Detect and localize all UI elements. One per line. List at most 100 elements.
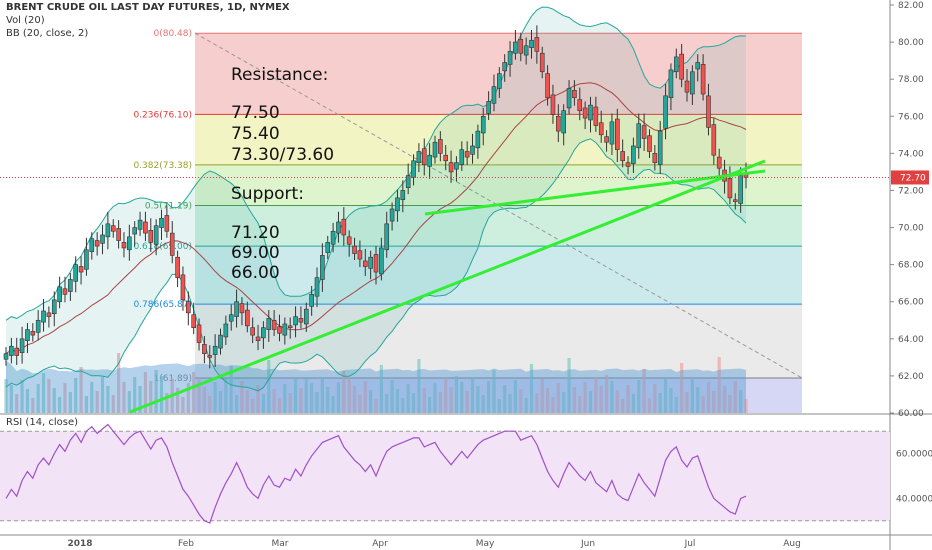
candle-body [116, 228, 121, 241]
volume-bar [739, 390, 743, 413]
candle-body [497, 73, 502, 89]
volume-bar [712, 391, 716, 413]
volume-bar [385, 394, 389, 413]
volume-indicator-label[interactable]: Vol (20) [6, 15, 45, 26]
volume-bar [224, 377, 228, 413]
volume-bar [706, 382, 711, 413]
volume-bar [460, 382, 464, 413]
volume-bar [111, 395, 115, 413]
time-tick-label: Jun [580, 539, 595, 549]
candle-body [700, 64, 706, 95]
candle-body [84, 249, 89, 270]
volume-bar [588, 391, 593, 413]
candle-body [169, 232, 175, 256]
candle-body [341, 218, 347, 236]
volume-bar [497, 399, 501, 413]
candle-body [309, 294, 314, 307]
volume-bar [31, 398, 35, 413]
volume-bar [192, 372, 196, 413]
volume-bar [379, 365, 383, 413]
candle-body [432, 141, 438, 158]
candle-body [438, 139, 443, 154]
bollinger-indicator-label[interactable]: BB (20, close, 2) [6, 28, 89, 39]
candle-body [277, 326, 282, 334]
volume-bar [127, 391, 131, 413]
candle-body [588, 104, 593, 121]
candle-body [706, 95, 711, 128]
fib-zone [195, 246, 802, 305]
candle-body [46, 312, 52, 317]
candle-body [94, 240, 100, 247]
candle-body [282, 323, 288, 336]
volume-bar [626, 385, 630, 413]
volume-bar [315, 392, 319, 413]
volume-bar [540, 379, 544, 413]
volume-bar [503, 385, 507, 413]
trendlines[interactable] [0, 159, 890, 414]
candle-body [529, 39, 534, 48]
candle-body [250, 327, 255, 336]
candle-body [57, 286, 62, 303]
candle-body [668, 69, 674, 99]
candle-body [164, 215, 170, 232]
volume-bar [433, 383, 437, 413]
candle-body [137, 219, 143, 230]
rsi-indicator-label[interactable]: RSI (14, close) [6, 417, 79, 428]
candle-body [159, 217, 164, 228]
volume-bar [696, 387, 700, 413]
candle-body [615, 118, 620, 150]
fib-zone [195, 114, 802, 165]
candle-body [105, 223, 111, 238]
volume-average [6, 360, 746, 413]
volume-bar [428, 397, 432, 413]
volume-bar [143, 372, 148, 413]
candle-body [416, 151, 422, 163]
volume-bar [422, 388, 426, 413]
candle-body [625, 162, 631, 167]
candle-body [287, 325, 293, 328]
candle-body [357, 250, 363, 260]
volume-bar [642, 369, 646, 413]
volume-bar [369, 390, 373, 413]
candle-body [245, 309, 250, 327]
volume-bar [449, 387, 453, 413]
volume-bar [202, 387, 207, 413]
candle-body [303, 308, 309, 325]
candle-body [223, 323, 229, 338]
candle-body [62, 288, 68, 295]
volume-bar [631, 394, 635, 413]
candle-body [78, 266, 84, 273]
fib-level-label: 1(61.89) [153, 374, 192, 384]
fib-diagonal [194, 32, 803, 379]
price-tick-label: 70.00 [898, 224, 924, 234]
volume-bar [444, 378, 448, 413]
candle-body [566, 88, 572, 109]
bollinger-fill [6, 7, 746, 391]
candle-body [228, 314, 234, 322]
volume-bar [84, 396, 89, 413]
candle-body [652, 153, 658, 163]
candle-body [513, 41, 518, 54]
volume-bar [95, 391, 99, 413]
volume-bar [674, 397, 678, 413]
volume-bar [159, 376, 164, 413]
volume-bar [733, 381, 737, 413]
volume-bar [293, 379, 298, 413]
candle-body [68, 279, 73, 292]
volume-bar [181, 397, 185, 413]
volume-bar [245, 390, 249, 413]
candle-body [41, 310, 46, 323]
volume-bar [122, 382, 126, 413]
candle-body [507, 51, 513, 65]
volume-bar [288, 393, 292, 413]
volume-bar [529, 364, 534, 413]
candle-body [89, 238, 95, 252]
volume-bar [4, 379, 8, 413]
candle-body [132, 227, 137, 235]
candle-body [448, 162, 454, 173]
volume-bar [685, 392, 689, 413]
volume-bar [90, 382, 94, 413]
volume-bar [15, 394, 19, 413]
price-tick-label: 66.00 [898, 298, 924, 308]
